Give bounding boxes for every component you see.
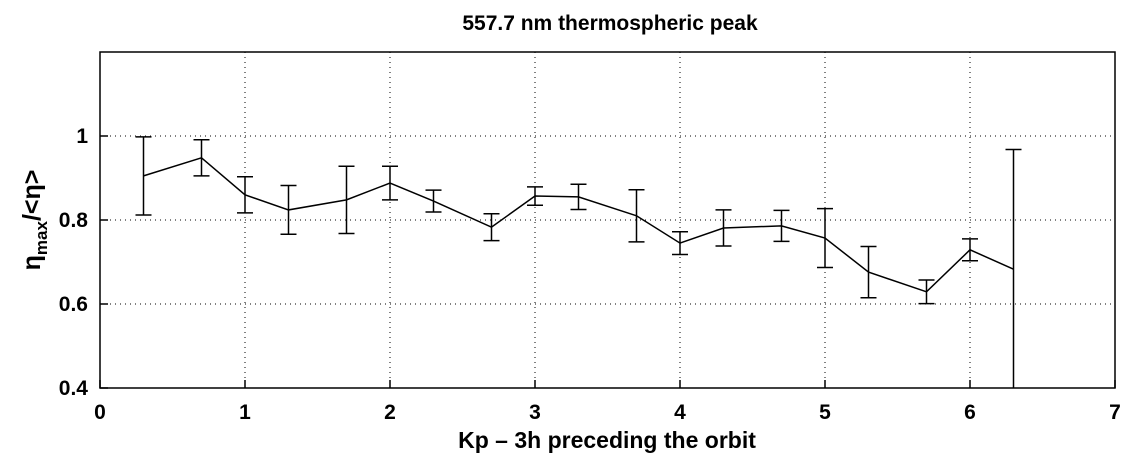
error-bar [280, 184, 297, 236]
y-tick-label: 0.4 [59, 377, 89, 400]
x-tick-label: 2 [384, 401, 396, 424]
x-tick-label: 1 [239, 401, 251, 424]
error-bar [193, 139, 210, 177]
error-bar [715, 209, 732, 247]
x-tick-label: 0 [94, 401, 106, 424]
error-bar [237, 175, 253, 214]
error-bar [570, 183, 587, 211]
error-bar [672, 231, 688, 256]
error-bar [860, 245, 877, 299]
x-tick-label: 5 [819, 401, 831, 424]
error-bar [918, 279, 935, 305]
error-bar [773, 209, 790, 243]
error-bar [135, 136, 152, 216]
y-tick-label: 0.6 [59, 293, 88, 316]
y-tick-label: 0.8 [59, 209, 89, 232]
x-axis-label: Kp – 3h preceding the orbit [458, 427, 756, 453]
error-bar [382, 165, 398, 201]
x-tick-label: 6 [964, 401, 976, 424]
error-bar [527, 186, 543, 207]
x-tick-label: 3 [529, 401, 541, 424]
x-tick-label: 7 [1109, 401, 1121, 424]
y-tick-label: 1 [76, 125, 88, 148]
error-bar [1005, 148, 1022, 388]
error-bar [962, 238, 978, 262]
y-label-subscript: max [32, 221, 51, 256]
y-label-symbol: η [18, 255, 46, 270]
error-bar [817, 207, 833, 269]
plot-marks [135, 136, 1022, 388]
error-bar [483, 212, 500, 242]
y-axis-label: ηmax/<η> [18, 170, 51, 271]
y-label-rest: /<η> [18, 170, 46, 221]
chart-title: 557.7 nm thermospheric peak [462, 12, 758, 35]
x-tick-label: 4 [674, 401, 686, 424]
error-bar [425, 189, 442, 213]
error-bar [338, 165, 355, 235]
ticks: 0 1 2 3 4 5 6 7 0.4 0.6 0.8 1 [59, 125, 1121, 424]
error-bar [628, 189, 645, 243]
